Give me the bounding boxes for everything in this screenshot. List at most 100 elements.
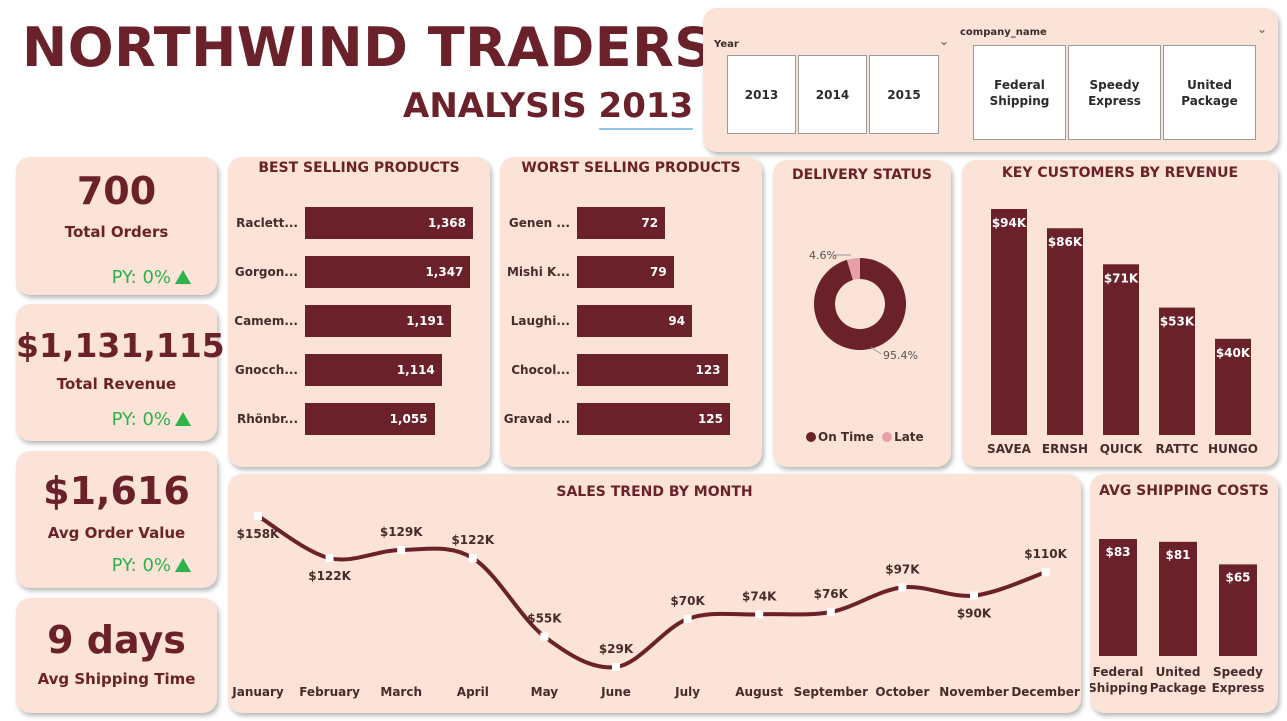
data-label: $53K xyxy=(1160,315,1195,329)
kpi-avg-shipping-time: 9 days Avg Shipping Time xyxy=(16,598,217,713)
data-label: 79 xyxy=(649,265,667,279)
dashboard-subtitle: ANALYSIS 2013 xyxy=(403,86,694,130)
data-label: $74K xyxy=(742,589,777,603)
up-arrow-icon xyxy=(175,270,191,284)
legend-label-late: Late xyxy=(894,430,924,444)
avg-shipping-costs-chart: $83 Federal Shipping $81 United Package $65 Spe… xyxy=(1090,539,1265,695)
data-label: $122K xyxy=(451,533,494,547)
data-label: 123 xyxy=(695,363,721,377)
bar: 94 xyxy=(577,305,693,337)
category-label: Package xyxy=(1150,681,1207,695)
data-label: $122K xyxy=(308,569,351,583)
data-label: 72 xyxy=(641,216,659,230)
company-button-united-package[interactable]: United Package xyxy=(1163,45,1256,140)
category-label: Laughi... xyxy=(510,314,570,328)
data-label: $81 xyxy=(1165,548,1190,562)
bar-row: Raclett... 1,368 xyxy=(228,207,490,239)
data-label-late: 4.6% xyxy=(809,249,837,262)
category-label: Express xyxy=(1212,681,1265,695)
chart-legend: On Time Late xyxy=(806,430,924,444)
dashboard-title: NORTHWIND TRADERS xyxy=(22,16,714,79)
chart-title: KEY CUSTOMERS BY REVENUE xyxy=(1001,165,1239,181)
data-label: 125 xyxy=(697,412,723,426)
bar-row: Laughi... 94 xyxy=(500,305,762,337)
leader-line xyxy=(870,346,882,355)
bar xyxy=(991,209,1027,435)
category-label: United xyxy=(1156,665,1201,679)
category-label: RATTC xyxy=(1155,442,1198,456)
x-tick-label: July xyxy=(674,685,700,699)
data-label: $90K xyxy=(957,607,992,621)
slice-late xyxy=(846,258,860,281)
kpi-label: Total Revenue xyxy=(56,375,177,393)
category-label: HUNGO xyxy=(1208,442,1258,456)
x-tick-label: October xyxy=(875,685,929,699)
bar-row: Genen ... 72 xyxy=(500,207,762,239)
kpi-total-revenue: $1,131,115 Total Revenue PY: 0% xyxy=(16,304,225,441)
kpi-prior-year: PY: 0% xyxy=(112,267,191,288)
bar: 1,055 xyxy=(305,403,435,435)
data-label: 1,055 xyxy=(389,412,428,426)
category-label: Shipping xyxy=(1090,681,1148,695)
x-tick-label: April xyxy=(457,685,489,699)
key-customers-card: KEY CUSTOMERS BY REVENUE $94K SAVEA $86K ER… xyxy=(962,160,1278,467)
series-line xyxy=(256,514,1048,670)
x-tick-label: June xyxy=(600,685,631,699)
bar-row: Gravad ... 125 xyxy=(500,403,762,435)
key-customers-chart: $94K SAVEA $86K ERNSH $71K QUICK $53K RATTC $40K… xyxy=(987,209,1258,456)
category-label: QUICK xyxy=(1100,442,1143,456)
category-label: Rhönbr... xyxy=(236,412,298,426)
bar: 123 xyxy=(577,354,728,386)
data-label: 94 xyxy=(668,314,686,328)
category-label: Genen ... xyxy=(508,216,570,230)
data-label: $76K xyxy=(814,587,849,601)
filter-panel: Year ⌄ 2013 2014 2015 company_name ⌄ Fed… xyxy=(703,8,1278,152)
chart-title: DELIVERY STATUS xyxy=(791,167,933,183)
data-label: 1,114 xyxy=(396,363,435,377)
data-label: $70K xyxy=(670,594,705,608)
company-chevron-down-icon[interactable]: ⌄ xyxy=(1257,22,1268,36)
company-button-federal-shipping[interactable]: Federal Shipping xyxy=(973,45,1066,140)
category-label: Federal xyxy=(1093,665,1144,679)
category-label: ERNSH xyxy=(1042,442,1088,456)
chart-title: WORST SELLING PRODUCTS xyxy=(521,160,741,176)
data-label: $55K xyxy=(527,612,562,626)
data-label: $158K xyxy=(237,527,280,541)
data-label: $29K xyxy=(599,642,634,656)
delivery-status-card: DELIVERY STATUS 4.6% 95.4% On Time Late xyxy=(773,160,951,467)
bar-row: Chocol... 123 xyxy=(500,354,762,386)
kpi-value: 9 days xyxy=(47,618,186,662)
bar-row: Camem... 1,191 xyxy=(228,305,490,337)
bar xyxy=(1103,264,1139,435)
data-point xyxy=(1041,568,1050,577)
data-point xyxy=(898,583,907,592)
chart-title: AVG SHIPPING COSTS xyxy=(1099,483,1269,499)
category-label: Chocol... xyxy=(511,363,570,377)
category-label: Camem... xyxy=(234,314,298,328)
data-label: $110K xyxy=(1024,547,1067,561)
category-label: Gnocch... xyxy=(234,363,298,377)
year-button-2014[interactable]: 2014 xyxy=(798,55,867,134)
category-label: Gravad ... xyxy=(503,412,570,426)
category-label: Gorgon... xyxy=(234,265,298,279)
company-button-speedy-express[interactable]: Speedy Express xyxy=(1068,45,1161,140)
year-button-2013[interactable]: 2013 xyxy=(727,55,796,134)
data-point xyxy=(826,607,835,616)
year-chevron-down-icon[interactable]: ⌄ xyxy=(939,34,950,48)
data-label: $86K xyxy=(1048,235,1083,249)
x-tick-label: September xyxy=(794,685,868,699)
data-point xyxy=(540,632,549,641)
data-point xyxy=(970,591,978,600)
kpi-prior-year: PY: 0% xyxy=(112,409,191,430)
year-button-2015[interactable]: 2015 xyxy=(869,55,939,134)
data-label: 1,191 xyxy=(406,314,445,328)
bar: 79 xyxy=(577,256,674,288)
data-point xyxy=(755,610,764,619)
bar xyxy=(1219,564,1257,656)
data-label: $94K xyxy=(992,216,1027,230)
chart-title: SALES TREND BY MONTH xyxy=(556,484,753,500)
bar: 125 xyxy=(577,403,730,435)
data-point xyxy=(397,545,406,554)
data-label: $97K xyxy=(885,562,920,576)
x-tick-label: December xyxy=(1011,685,1080,699)
